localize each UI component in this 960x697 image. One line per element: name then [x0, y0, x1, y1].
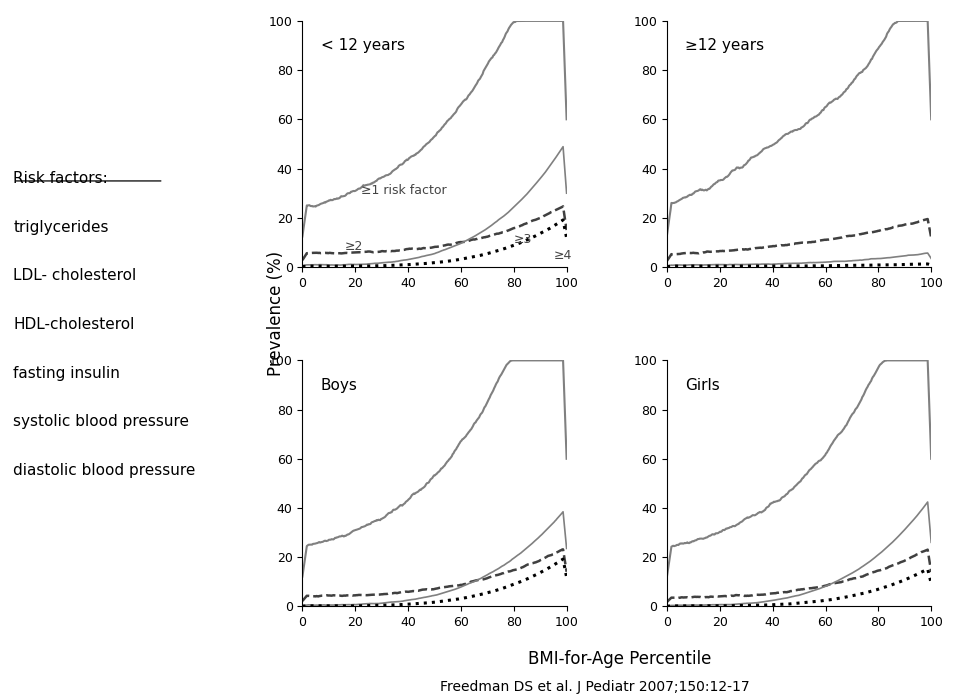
- Text: < 12 years: < 12 years: [321, 38, 405, 53]
- Text: diastolic blood pressure: diastolic blood pressure: [13, 463, 196, 478]
- Text: ≥2: ≥2: [345, 240, 363, 252]
- Text: fasting insulin: fasting insulin: [13, 366, 120, 381]
- Text: ≥3: ≥3: [514, 233, 532, 246]
- Text: Girls: Girls: [685, 378, 720, 392]
- Text: Freedman DS et al. J Pediatr 2007;150:12-17: Freedman DS et al. J Pediatr 2007;150:12…: [441, 680, 750, 694]
- Text: Boys: Boys: [321, 378, 358, 392]
- Text: HDL-cholesterol: HDL-cholesterol: [13, 317, 134, 332]
- Text: ≥1 risk factor: ≥1 risk factor: [361, 184, 446, 197]
- Text: BMI-for-Age Percentile: BMI-for-Age Percentile: [527, 650, 711, 668]
- Text: Prevalence (%): Prevalence (%): [267, 251, 284, 376]
- Text: LDL- cholesterol: LDL- cholesterol: [13, 268, 136, 283]
- Text: Risk factors:: Risk factors:: [13, 171, 108, 186]
- Text: triglycerides: triglycerides: [13, 220, 108, 235]
- Text: ≥12 years: ≥12 years: [685, 38, 764, 53]
- Text: systolic blood pressure: systolic blood pressure: [13, 414, 189, 429]
- Text: ≥4: ≥4: [553, 250, 572, 262]
